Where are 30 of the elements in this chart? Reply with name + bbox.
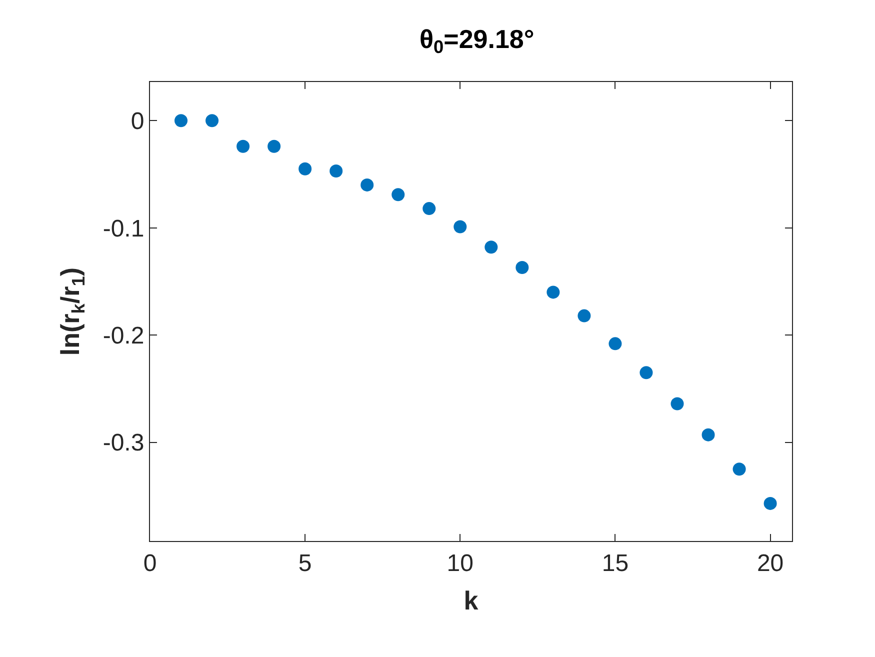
- point: [298, 162, 312, 176]
- point: [484, 240, 498, 254]
- point: [764, 496, 777, 510]
- point: [236, 140, 250, 153]
- point: [670, 397, 684, 410]
- point: [330, 164, 343, 178]
- x-tick-label: 20: [756, 550, 784, 577]
- y-tick-label: 0: [130, 108, 144, 136]
- point: [268, 140, 281, 153]
- point: [392, 188, 405, 202]
- y-tick-label: -0.2: [102, 322, 144, 350]
- point: [454, 220, 467, 234]
- point: [702, 428, 715, 442]
- chart-title: θ$_{0}$=29.18°: [419, 24, 534, 58]
- y-tick-label: -0.3: [102, 430, 144, 457]
- point: [206, 114, 219, 128]
- point: [360, 178, 374, 192]
- x-tick-label: 10: [446, 550, 474, 577]
- point: [516, 261, 529, 274]
- point: [608, 337, 622, 350]
- x-axis-title: k: [464, 586, 479, 616]
- point: [640, 366, 653, 380]
- point: [174, 114, 188, 128]
- x-tick-label: 5: [298, 550, 312, 577]
- point: [578, 309, 591, 322]
- x-tick-label: 15: [602, 550, 629, 577]
- point: [422, 202, 436, 216]
- point: [732, 462, 746, 476]
- point: [546, 286, 560, 299]
- y-tick-label: -0.1: [102, 215, 144, 242]
